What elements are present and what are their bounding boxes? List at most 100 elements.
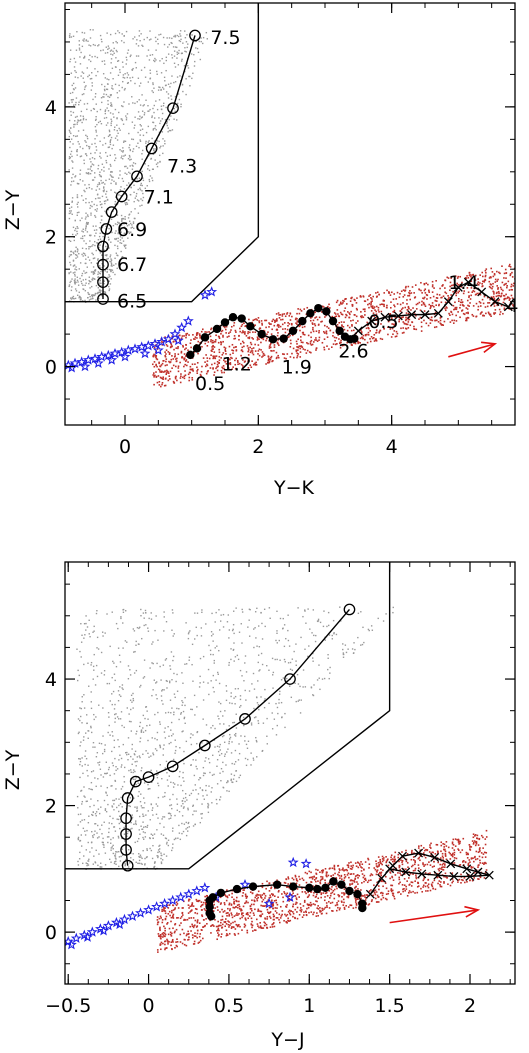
red-cloud-point xyxy=(328,303,330,306)
grey-cloud-point xyxy=(89,204,92,207)
grey-cloud-point xyxy=(248,619,250,621)
red-cloud-point xyxy=(175,365,177,368)
red-cloud-point xyxy=(155,357,158,360)
grey-cloud-point xyxy=(99,279,101,281)
grey-cloud-point xyxy=(114,66,117,68)
grey-cloud-point xyxy=(185,78,187,80)
grey-cloud-point xyxy=(162,748,165,750)
grey-cloud-point xyxy=(121,237,123,239)
grey-cloud-point xyxy=(150,612,152,614)
red-cloud-point xyxy=(211,363,213,366)
red-cloud-point xyxy=(296,343,298,345)
red-cloud-point xyxy=(224,326,226,329)
grey-cloud-point xyxy=(123,781,126,783)
red-cloud-point xyxy=(284,331,287,334)
red-cloud-point xyxy=(244,331,246,333)
red-cloud-point xyxy=(166,372,168,374)
red-cloud-point xyxy=(297,353,300,355)
red-cloud-point xyxy=(378,293,380,296)
grey-cloud-point xyxy=(201,789,204,791)
grey-cloud-point xyxy=(145,612,147,614)
grey-cloud-point xyxy=(119,718,122,720)
grey-cloud-point xyxy=(95,716,97,718)
grey-cloud-point xyxy=(75,246,77,248)
grey-cloud-point xyxy=(126,167,129,169)
red-cloud-point xyxy=(360,329,362,331)
grey-cloud-point xyxy=(78,40,80,42)
red-cloud-point xyxy=(310,903,313,906)
grey-cloud-point xyxy=(88,685,90,687)
red-cloud-point xyxy=(402,321,405,323)
red-cloud-point xyxy=(260,349,262,351)
red-cloud-point xyxy=(495,295,498,298)
red-cloud-point xyxy=(477,278,479,280)
red-cloud-point xyxy=(294,916,296,919)
red-cloud-point xyxy=(184,348,186,351)
red-cloud-point xyxy=(379,860,382,863)
red-cloud-point xyxy=(177,370,180,373)
grey-cloud-point xyxy=(102,235,104,238)
red-cloud-point xyxy=(242,331,245,333)
grey-cloud-point xyxy=(161,57,163,60)
grey-cloud-point xyxy=(101,206,103,209)
grey-cloud-point xyxy=(163,102,165,105)
grey-cloud-point xyxy=(146,724,148,727)
red-cloud-point xyxy=(216,929,218,932)
grey-cloud-point xyxy=(120,157,122,159)
grey-cloud-point xyxy=(195,810,197,812)
red-cloud-point xyxy=(406,299,408,301)
grey-cloud-point xyxy=(140,825,142,827)
red-cloud-point xyxy=(343,328,346,331)
grey-cloud-point xyxy=(147,630,150,632)
grey-cloud-point xyxy=(85,85,87,87)
red-cloud-point xyxy=(296,323,298,326)
red-cloud-point xyxy=(295,878,298,880)
grey-cloud-point xyxy=(174,696,176,699)
grey-cloud-point xyxy=(247,758,249,761)
star-point xyxy=(136,341,148,352)
grey-cloud-point xyxy=(114,154,116,156)
grey-cloud-point xyxy=(87,40,89,42)
grey-cloud-point xyxy=(115,237,118,240)
grey-cloud-point xyxy=(114,83,117,86)
red-cloud-point xyxy=(405,316,407,319)
red-cloud-point xyxy=(370,304,372,306)
red-cloud-point xyxy=(400,308,403,311)
grey-cloud-point xyxy=(70,271,72,273)
grey-cloud-point xyxy=(137,45,140,47)
grey-cloud-point xyxy=(123,35,125,37)
grey-cloud-point xyxy=(76,123,78,125)
red-cloud-point xyxy=(498,294,501,297)
grey-cloud-point xyxy=(77,838,80,841)
grey-cloud-point xyxy=(178,49,180,52)
red-cloud-point xyxy=(420,281,422,284)
red-cloud-point xyxy=(184,919,187,921)
grey-cloud-point xyxy=(74,76,77,78)
grey-cloud-point xyxy=(194,823,196,826)
grey-cloud-point xyxy=(109,163,112,166)
grey-cloud-point xyxy=(89,168,91,170)
grey-cloud-point xyxy=(122,218,125,220)
grey-cloud-point xyxy=(157,43,159,45)
grey-cloud-point xyxy=(115,40,117,43)
grey-cloud-point xyxy=(105,772,107,775)
grey-cloud-point xyxy=(160,33,162,36)
red-cloud-point xyxy=(216,363,219,366)
red-cloud-point xyxy=(252,353,255,356)
grey-cloud-point xyxy=(77,140,79,143)
grey-cloud-point xyxy=(271,657,274,660)
grey-cloud-point xyxy=(233,642,235,644)
red-cloud-point xyxy=(275,351,278,354)
grey-cloud-point xyxy=(112,50,114,53)
red-cloud-point xyxy=(265,363,267,365)
red-cloud-point xyxy=(324,896,326,898)
grey-cloud-point xyxy=(82,72,85,74)
open-circle-point xyxy=(97,258,109,271)
red-cloud-point xyxy=(180,337,183,339)
grey-cloud-point xyxy=(176,76,179,78)
grey-cloud-point xyxy=(122,141,125,143)
red-cloud-point xyxy=(270,349,272,352)
red-cloud-point xyxy=(463,305,465,307)
red-cloud-point xyxy=(375,329,378,331)
red-cloud-point xyxy=(483,279,486,282)
